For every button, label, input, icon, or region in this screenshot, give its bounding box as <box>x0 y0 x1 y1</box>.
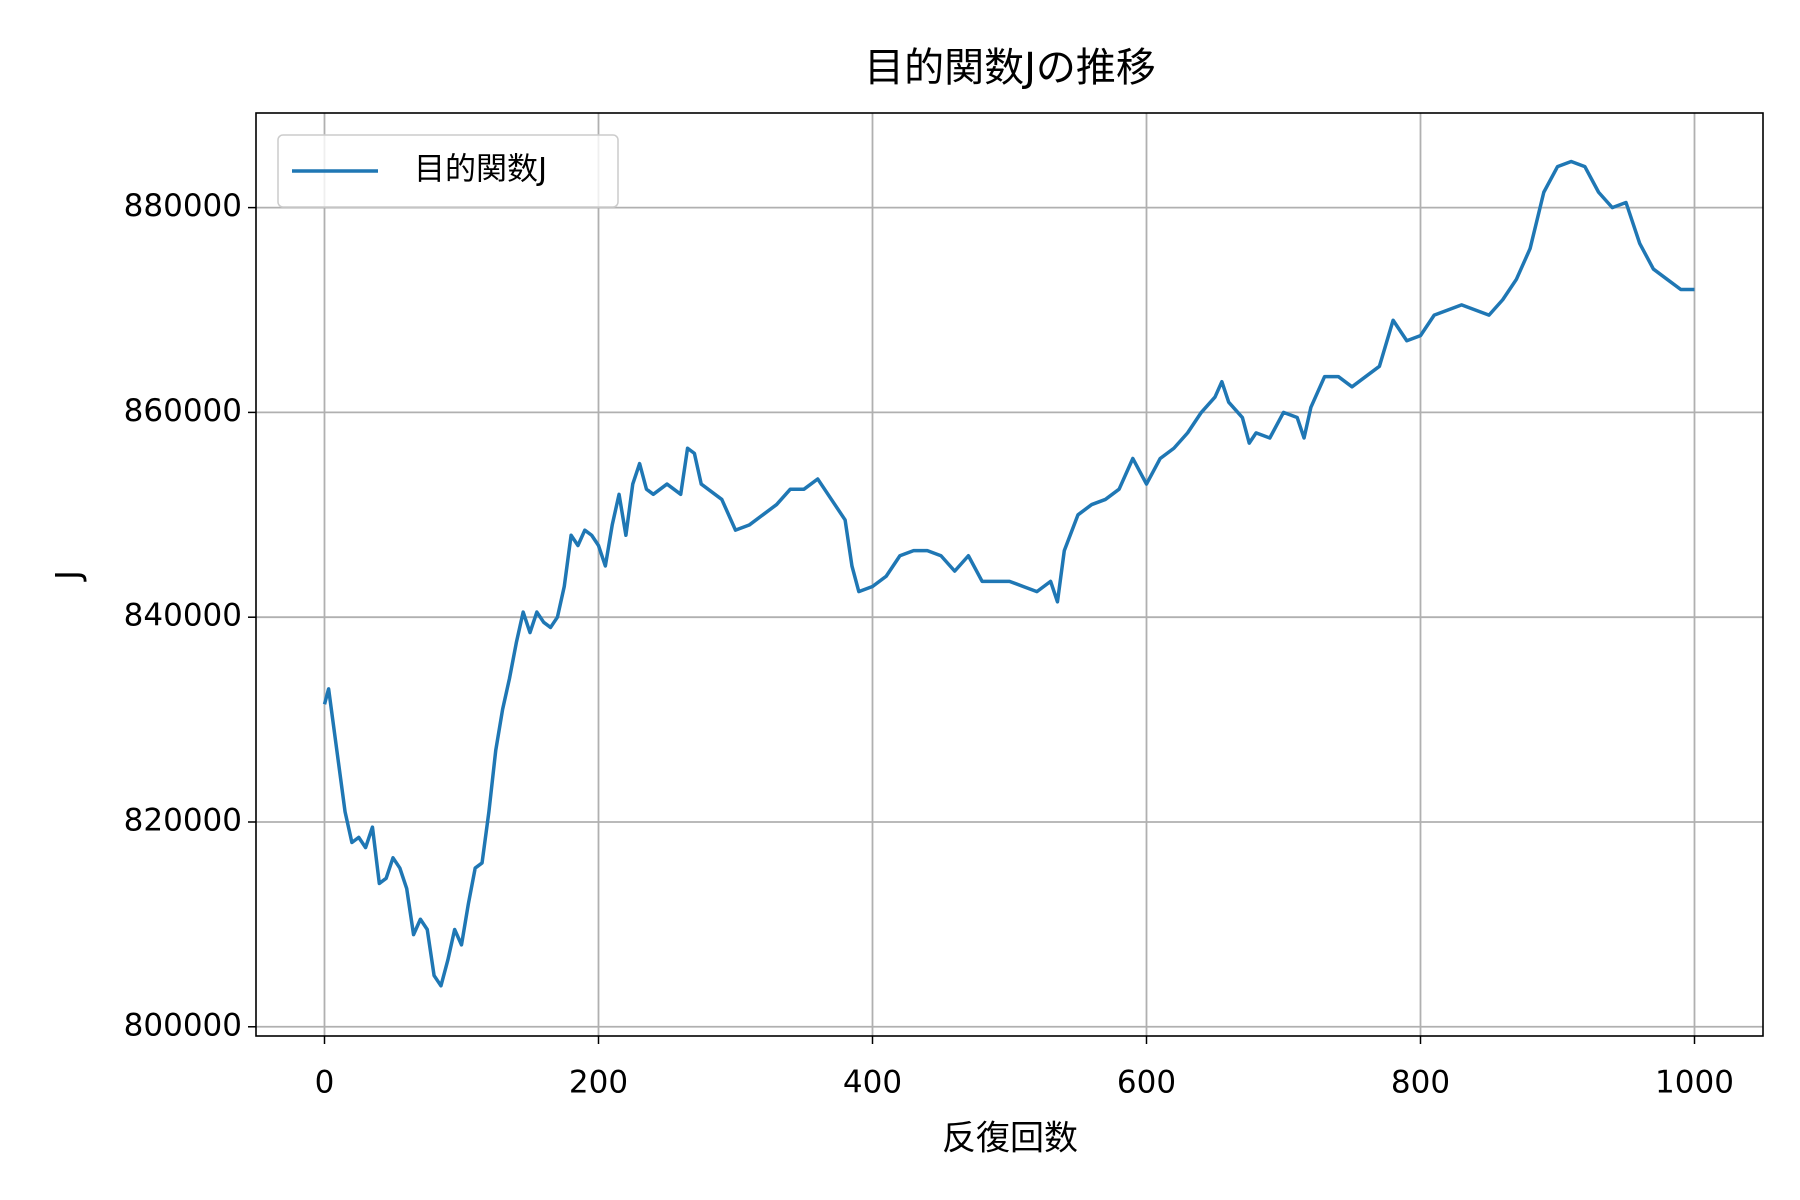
y-axis-label: J <box>49 570 89 582</box>
y-tick-label: 800000 <box>124 1007 242 1043</box>
x-tick-label: 200 <box>569 1065 628 1101</box>
y-tick-label: 820000 <box>124 802 242 838</box>
legend-label: 目的関数J <box>414 152 547 188</box>
y-tick-label: 860000 <box>124 393 242 429</box>
x-tick-label: 400 <box>843 1065 902 1101</box>
chart-title: 目的関数Jの推移 <box>864 45 1156 91</box>
x-tick-label: 600 <box>1117 1065 1176 1101</box>
x-tick-label: 1000 <box>1655 1065 1734 1101</box>
x-tick-label: 0 <box>315 1065 335 1101</box>
y-tick-label: 840000 <box>124 598 242 634</box>
data-line <box>322 159 1695 988</box>
plot-frame <box>255 112 1764 1037</box>
x-tick-label: 800 <box>1391 1065 1450 1101</box>
x-axis-label: 反復回数 <box>942 1119 1078 1159</box>
legend-box <box>277 134 619 208</box>
y-tick-label: 880000 <box>124 188 242 224</box>
